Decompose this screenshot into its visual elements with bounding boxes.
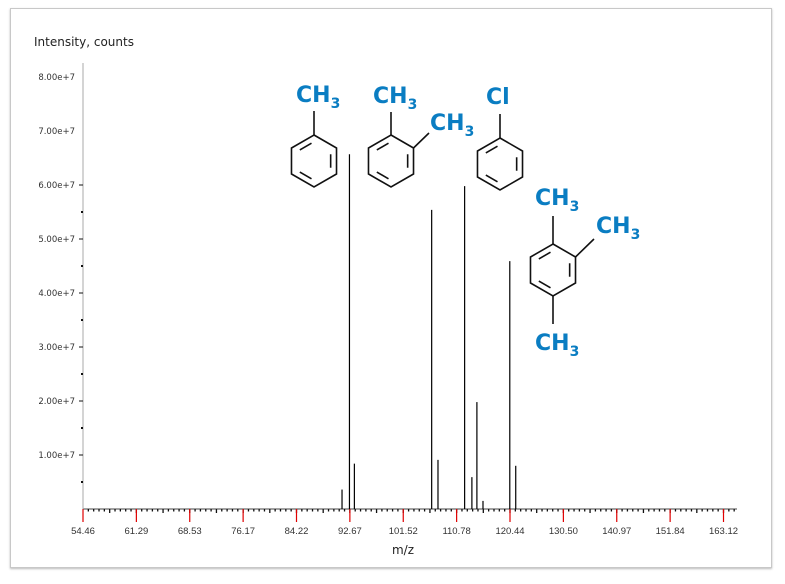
- y-tick-label: 5.00e+7: [38, 235, 75, 245]
- x-tick-label: 76.17: [231, 526, 255, 537]
- y-tick-label: 3.00e+7: [38, 343, 75, 353]
- double-bond-line: [485, 174, 498, 183]
- tmb-ch3-label-3: CH3: [535, 331, 579, 360]
- x-axis-title: m/z: [392, 543, 414, 557]
- chlorobenzene-structure: [476, 137, 524, 191]
- double-bond-line: [538, 280, 551, 289]
- peaks: [341, 154, 517, 509]
- toluene-ch3-label: CH3: [296, 83, 340, 112]
- double-bond-line: [299, 171, 312, 180]
- benzene-ring-outline: [476, 137, 524, 191]
- tmb-ch3-label-1: CH3: [535, 186, 579, 215]
- y-tick-label: 7.00e+7: [38, 127, 75, 137]
- double-bond-line: [299, 142, 312, 151]
- xylene-structure: [367, 134, 415, 188]
- axes: 54.46 61.29 68.53 76.17 84.22 92.67 101.52 110.…: [38, 63, 738, 537]
- x-tick-label: 54.46: [71, 526, 95, 537]
- y-tick-label: 4.00e+7: [38, 289, 75, 299]
- x-tick-label: 163.12: [709, 526, 738, 537]
- x-tick-label: 110.78: [442, 526, 470, 537]
- benzene-ring-outline: [367, 134, 415, 188]
- x-tick-label: 61.29: [124, 526, 148, 537]
- x-tick-label: 92.67: [338, 526, 362, 537]
- x-tick-label: 140.97: [602, 526, 631, 537]
- toluene-structure: [290, 134, 338, 188]
- y-tick-label: 6.00e+7: [38, 181, 75, 191]
- double-bond-line: [376, 142, 389, 151]
- tmb-methyl-bond-2: [574, 238, 595, 258]
- benzene-ring-outline: [529, 243, 577, 297]
- x-tick-label: 151.84: [656, 526, 685, 537]
- structures: [290, 111, 595, 324]
- tmb-ch3-label-2: CH3: [596, 214, 640, 243]
- chart-frame: [10, 8, 772, 568]
- x-tick-label: 120.44: [495, 526, 524, 537]
- y-tick-label: 8.00e+7: [38, 73, 75, 83]
- structure-labels: CH3 CH3 CH3 Cl CH3 CH3 CH3: [296, 83, 640, 360]
- benzene-ring-outline: [290, 134, 338, 188]
- x-tick-label: 84.22: [285, 526, 309, 537]
- y-tick-label: 2.00e+7: [38, 397, 75, 407]
- chlorobenzene-cl-label: Cl: [486, 85, 510, 110]
- x-tick-label: 68.53: [178, 526, 202, 537]
- trimethylbenzene-structure: [529, 243, 577, 297]
- y-tick-label: 1.00e+7: [38, 451, 75, 461]
- double-bond-line: [485, 145, 498, 154]
- double-bond-line: [376, 171, 389, 180]
- xylene-ch3-label-1: CH3: [373, 84, 417, 113]
- double-bond-line: [538, 251, 551, 260]
- xylene-ch3-label-2: CH3: [430, 111, 474, 140]
- x-tick-label: 130.50: [549, 526, 578, 537]
- y-axis-title: Intensity, counts: [34, 35, 134, 49]
- x-tick-label: 101.52: [389, 526, 418, 537]
- xylene-methyl-bond-2: [412, 132, 430, 149]
